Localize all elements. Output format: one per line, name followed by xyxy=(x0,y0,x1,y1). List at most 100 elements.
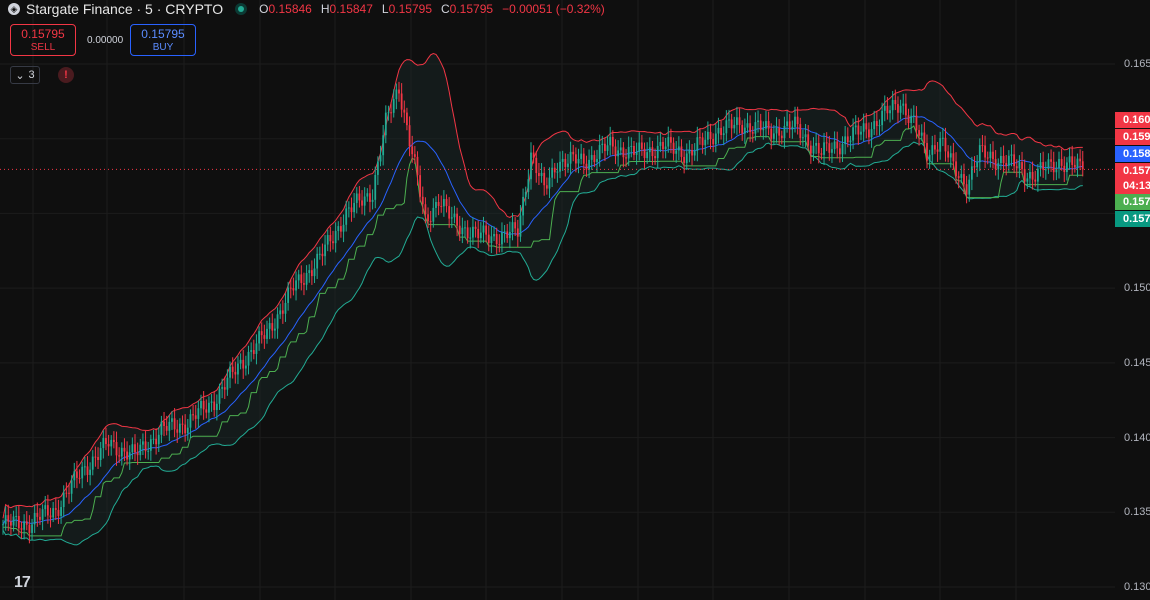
spread-value: 0.00000 xyxy=(87,35,124,46)
candle-body xyxy=(524,191,527,197)
candle-body xyxy=(664,146,667,150)
candle-body xyxy=(939,138,942,152)
candle-body xyxy=(754,122,757,134)
candle-body xyxy=(107,444,110,447)
candle-body xyxy=(508,231,511,239)
candle-body xyxy=(625,157,627,159)
candle-body xyxy=(160,421,163,435)
candle-body xyxy=(165,425,168,431)
candle-body xyxy=(99,448,102,460)
candle-body xyxy=(1010,154,1013,156)
candle-body xyxy=(192,414,194,416)
axis-tick-label: 0.135 xyxy=(1124,506,1150,519)
candle-body xyxy=(667,137,670,147)
candle-body xyxy=(39,516,41,520)
candle-body xyxy=(15,516,18,518)
candle-body xyxy=(527,179,530,192)
candle-body xyxy=(799,124,802,138)
candle-body xyxy=(308,270,311,274)
candle-body xyxy=(854,125,857,128)
candle-body xyxy=(10,521,12,526)
candle-body xyxy=(46,505,49,516)
candle-body xyxy=(326,235,329,245)
candle-body xyxy=(44,505,47,510)
candle-body xyxy=(831,149,833,153)
candle-body xyxy=(366,193,369,197)
candle-body xyxy=(609,136,612,146)
candle-body xyxy=(643,148,646,159)
candle-body xyxy=(429,221,432,223)
candle-body xyxy=(709,131,712,139)
candle-body xyxy=(889,110,891,114)
candle-body xyxy=(350,207,353,213)
candle-body xyxy=(540,172,543,177)
candle-body xyxy=(435,202,437,208)
candle-body xyxy=(519,215,522,237)
candle-body xyxy=(852,127,854,141)
candle-body xyxy=(530,152,532,180)
candle-body xyxy=(390,112,392,114)
price-label: 0.159 xyxy=(1115,129,1150,145)
candle-body xyxy=(1060,158,1063,166)
candle-body xyxy=(28,524,31,533)
candle-body xyxy=(989,151,992,159)
ohlc-low: 0.15795 xyxy=(388,2,432,16)
indicators-toggle[interactable]: ⌄ 3 xyxy=(10,66,40,84)
candle-body xyxy=(569,151,572,164)
candle-body xyxy=(696,137,699,151)
candle-body xyxy=(289,287,292,289)
candle-body xyxy=(479,232,482,239)
symbol-title[interactable]: Stargate Finance · 5 · CRYPTO xyxy=(26,1,224,17)
tradingview-logo-icon[interactable]: 17 xyxy=(14,574,31,591)
candle-body xyxy=(654,156,656,159)
lower-band xyxy=(2,141,1083,546)
candle-body xyxy=(379,155,382,162)
candle-body xyxy=(472,226,474,238)
candle-body xyxy=(445,198,448,207)
candle-body xyxy=(606,145,609,151)
candle-body xyxy=(334,230,337,244)
candle-body xyxy=(7,515,10,522)
candle-body xyxy=(955,161,957,177)
candle-body xyxy=(208,402,210,413)
candle-body xyxy=(464,227,466,229)
candle-body xyxy=(1018,162,1021,169)
candle-body xyxy=(638,142,641,152)
candle-body xyxy=(2,524,4,526)
candle-body xyxy=(574,154,577,164)
buy-button[interactable]: 0.15795 BUY xyxy=(130,24,196,56)
candle-body xyxy=(1073,164,1076,168)
band-fill xyxy=(3,53,1083,545)
candle-body xyxy=(171,418,173,422)
market-open-icon xyxy=(235,3,248,15)
candle-body xyxy=(210,401,213,403)
candle-body xyxy=(197,408,200,419)
candle-body xyxy=(617,150,620,157)
axis-tick-label: 0.130 xyxy=(1124,581,1150,593)
candle-body xyxy=(485,225,488,235)
candle-body xyxy=(1005,163,1008,166)
candle-body xyxy=(427,214,429,222)
sell-button[interactable]: 0.15795 SELL xyxy=(10,24,76,56)
candle-body xyxy=(788,121,791,130)
candle-body xyxy=(353,202,356,213)
price-label: 0.158 xyxy=(1115,146,1150,162)
candle-body xyxy=(701,137,704,146)
stargate-icon: ◈ xyxy=(8,3,20,15)
candle-body xyxy=(846,136,849,143)
candle-body xyxy=(1026,178,1029,182)
candle-body xyxy=(833,141,836,150)
candle-body xyxy=(355,193,358,203)
candle-body xyxy=(1007,155,1010,166)
indicator-count: 3 xyxy=(28,69,35,81)
candle-body xyxy=(487,234,490,244)
warning-icon[interactable]: ! xyxy=(58,67,74,83)
candle-body xyxy=(868,129,870,138)
candle-body xyxy=(699,137,701,139)
support-line xyxy=(3,125,1083,537)
candle-body xyxy=(815,143,818,146)
candle-body xyxy=(860,131,862,135)
candle-body xyxy=(923,132,926,144)
candle-body xyxy=(680,146,683,157)
